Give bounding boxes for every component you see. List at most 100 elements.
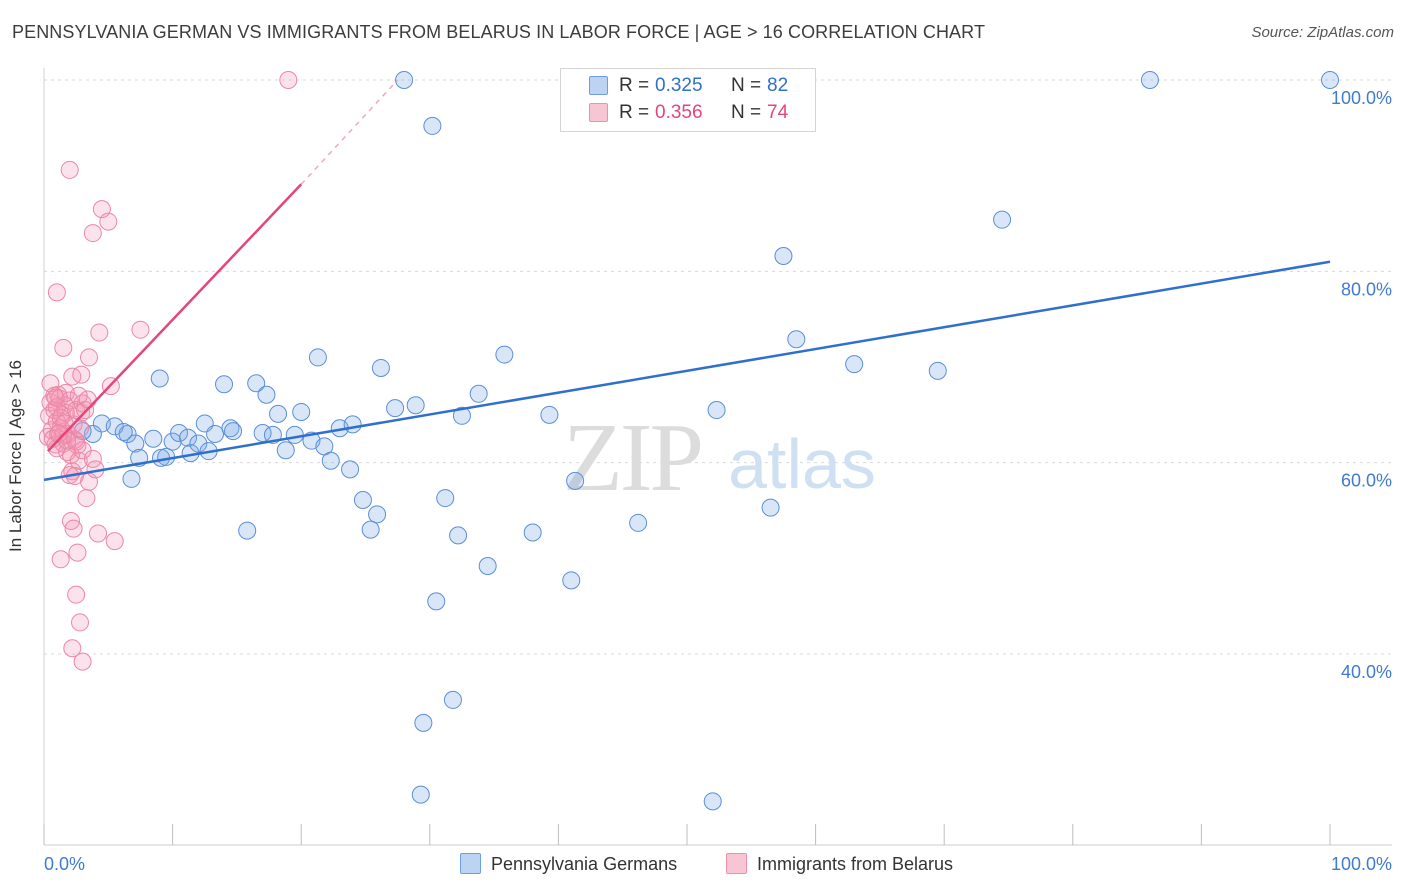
point-pennsylvania-germans bbox=[427, 592, 446, 611]
point-pennsylvania-germans bbox=[443, 690, 462, 709]
point-pennsylvania-germans bbox=[993, 210, 1012, 229]
legend-r-label: R = bbox=[619, 102, 650, 123]
point-immigrants-from-belarus bbox=[64, 519, 83, 538]
point-immigrants-from-belarus bbox=[99, 212, 118, 231]
point-pennsylvania-germans bbox=[386, 399, 405, 418]
point-pennsylvania-germans bbox=[361, 520, 380, 539]
point-pennsylvania-germans bbox=[126, 434, 145, 453]
point-pennsylvania-germans bbox=[703, 792, 722, 811]
point-pennsylvania-germans bbox=[495, 345, 514, 364]
point-pennsylvania-germans bbox=[368, 505, 387, 524]
bottom-legend-label: Pennsylvania Germans bbox=[491, 854, 678, 874]
chart-title: PENNSYLVANIA GERMAN VS IMMIGRANTS FROM B… bbox=[12, 22, 986, 42]
legend-r-value: 0.325 bbox=[655, 75, 703, 96]
point-pennsylvania-germans bbox=[449, 526, 468, 545]
point-pennsylvania-germans bbox=[478, 556, 497, 575]
point-pennsylvania-germans bbox=[629, 513, 648, 532]
point-pennsylvania-germans bbox=[1321, 71, 1339, 89]
point-immigrants-from-belarus bbox=[77, 489, 96, 508]
point-immigrants-from-belarus bbox=[80, 348, 99, 367]
watermark: ZIP atlas bbox=[563, 404, 876, 512]
point-pennsylvania-germans bbox=[414, 713, 433, 732]
legend-n-label: N = bbox=[731, 102, 762, 123]
point-pennsylvania-germans bbox=[179, 428, 198, 447]
point-immigrants-from-belarus bbox=[46, 388, 65, 407]
point-pennsylvania-germans bbox=[224, 422, 243, 441]
y-tick-label: 40.0% bbox=[1341, 662, 1392, 682]
point-pennsylvania-germans bbox=[469, 384, 488, 403]
point-pennsylvania-germans bbox=[122, 469, 141, 488]
bottom-legend-label: Immigrants from Belarus bbox=[757, 854, 954, 874]
point-immigrants-from-belarus bbox=[90, 323, 109, 342]
bottom-legend-swatch-blue bbox=[460, 853, 481, 874]
point-pennsylvania-germans bbox=[247, 374, 266, 393]
point-immigrants-from-belarus bbox=[279, 71, 298, 89]
legend-n-value: 82 bbox=[767, 75, 789, 96]
point-pennsylvania-germans bbox=[285, 425, 304, 444]
watermark-atlas: atlas bbox=[728, 425, 876, 503]
point-pennsylvania-germans bbox=[257, 385, 276, 404]
series-immigrants-from-belarus bbox=[38, 71, 298, 671]
point-pennsylvania-germans bbox=[221, 419, 240, 438]
legend-swatch-blue bbox=[589, 76, 608, 95]
point-pennsylvania-germans bbox=[269, 404, 288, 423]
point-pennsylvania-germans bbox=[371, 358, 390, 377]
point-immigrants-from-belarus bbox=[51, 550, 70, 569]
legend: R = 0.325 N = 82 R = 0.356 N = 74 bbox=[560, 68, 816, 132]
trend-line-pennsylvania-germans bbox=[43, 260, 1331, 482]
point-immigrants-from-belarus bbox=[47, 439, 66, 458]
point-pennsylvania-germans bbox=[523, 523, 542, 542]
trend-line-extension-immigrants-from-belarus bbox=[300, 79, 399, 185]
x-tick-label-min: 0.0% bbox=[44, 854, 85, 874]
point-pennsylvania-germans bbox=[566, 471, 585, 490]
point-pennsylvania-germans bbox=[215, 375, 234, 394]
y-tick-label: 80.0% bbox=[1341, 279, 1392, 299]
point-pennsylvania-germans bbox=[845, 355, 864, 374]
trend-lines bbox=[43, 79, 1331, 482]
y-tick-label: 100.0% bbox=[1331, 88, 1392, 108]
point-pennsylvania-germans bbox=[452, 406, 471, 425]
legend-r-label: R = bbox=[619, 75, 650, 96]
grid-lines bbox=[44, 79, 1392, 655]
point-immigrants-from-belarus bbox=[69, 451, 88, 470]
axes bbox=[43, 68, 1392, 846]
point-pennsylvania-germans bbox=[341, 460, 360, 479]
point-immigrants-from-belarus bbox=[131, 320, 150, 339]
point-pennsylvania-germans bbox=[411, 785, 430, 804]
point-pennsylvania-germans bbox=[189, 434, 208, 453]
point-immigrants-from-belarus bbox=[50, 424, 69, 443]
point-immigrants-from-belarus bbox=[63, 639, 82, 658]
point-pennsylvania-germans bbox=[170, 424, 189, 443]
point-pennsylvania-germans bbox=[1140, 71, 1159, 89]
point-immigrants-from-belarus bbox=[89, 524, 108, 543]
bottom-legend-swatch-pink bbox=[726, 853, 747, 874]
point-immigrants-from-belarus bbox=[47, 398, 66, 417]
point-immigrants-from-belarus bbox=[67, 401, 86, 420]
point-pennsylvania-germans bbox=[150, 369, 169, 388]
point-immigrants-from-belarus bbox=[83, 224, 102, 243]
point-immigrants-from-belarus bbox=[63, 367, 82, 386]
point-pennsylvania-germans bbox=[761, 498, 780, 517]
trend-line-immigrants-from-belarus bbox=[46, 183, 303, 453]
legend-n-value: 74 bbox=[767, 102, 789, 123]
point-pennsylvania-germans bbox=[395, 71, 414, 89]
tick-labels: 100.0% 80.0% 60.0% 40.0% 0.0% 100.0% bbox=[44, 88, 1392, 874]
x-tick-label-max: 100.0% bbox=[1331, 854, 1392, 874]
point-pennsylvania-germans bbox=[206, 424, 225, 443]
legend-swatch-pink bbox=[589, 103, 608, 122]
point-immigrants-from-belarus bbox=[69, 386, 88, 405]
point-immigrants-from-belarus bbox=[60, 160, 79, 179]
point-pennsylvania-germans bbox=[144, 429, 163, 448]
watermark-zip: ZIP bbox=[563, 404, 701, 512]
point-pennsylvania-germans bbox=[562, 571, 581, 590]
source-label: Source: ZipAtlas.com bbox=[1251, 24, 1394, 41]
point-pennsylvania-germans bbox=[406, 396, 425, 415]
point-pennsylvania-germans bbox=[343, 415, 362, 434]
point-pennsylvania-germans bbox=[787, 330, 806, 349]
point-pennsylvania-germans bbox=[707, 401, 726, 420]
point-immigrants-from-belarus bbox=[47, 283, 66, 302]
y-tick-label: 60.0% bbox=[1341, 471, 1392, 491]
point-pennsylvania-germans bbox=[436, 489, 455, 508]
point-immigrants-from-belarus bbox=[67, 585, 86, 604]
